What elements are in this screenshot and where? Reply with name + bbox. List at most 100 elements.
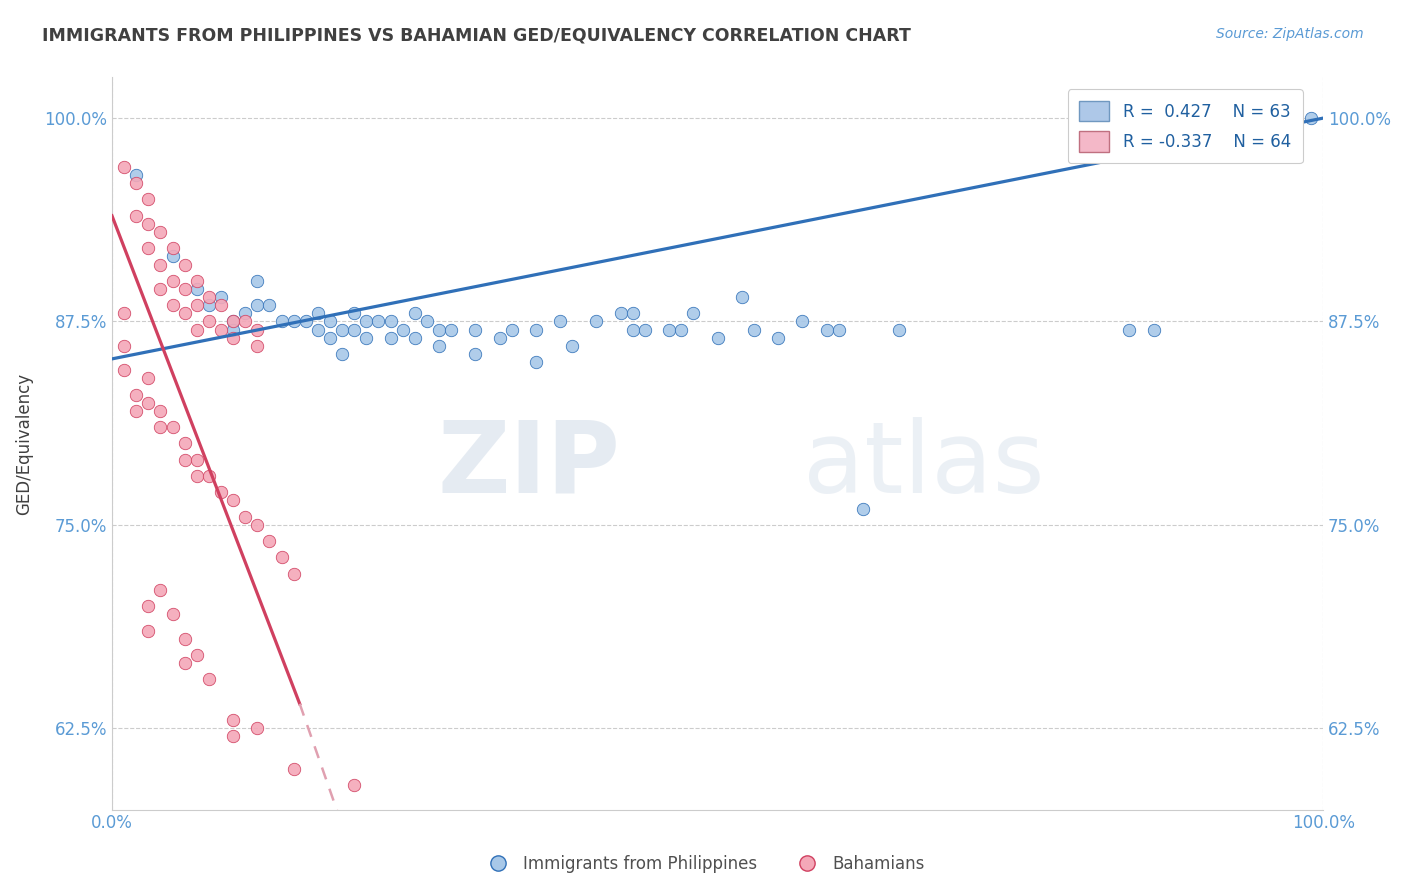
Point xyxy=(233,314,256,328)
Point xyxy=(548,314,571,328)
Point xyxy=(162,298,184,312)
Point xyxy=(270,550,292,565)
Point xyxy=(149,225,172,239)
Point xyxy=(731,290,754,304)
Point xyxy=(524,323,547,337)
Point xyxy=(609,306,631,320)
Point xyxy=(186,648,208,662)
Legend: Immigrants from Philippines, Bahamians: Immigrants from Philippines, Bahamians xyxy=(475,848,931,880)
Point xyxy=(173,306,195,320)
Point xyxy=(125,168,148,182)
Point xyxy=(125,209,148,223)
Point xyxy=(162,607,184,622)
Point xyxy=(149,258,172,272)
Point xyxy=(283,314,305,328)
Point xyxy=(634,323,657,337)
Point xyxy=(186,298,208,312)
Point xyxy=(259,534,281,549)
Point xyxy=(246,517,269,532)
Point xyxy=(136,241,159,255)
Point xyxy=(815,323,838,337)
Point xyxy=(792,314,814,328)
Point xyxy=(209,290,232,304)
Point xyxy=(186,452,208,467)
Point xyxy=(246,298,269,312)
Point xyxy=(209,485,232,500)
Point xyxy=(136,599,159,614)
Point xyxy=(222,493,245,508)
Point xyxy=(198,673,221,687)
Text: Source: ZipAtlas.com: Source: ZipAtlas.com xyxy=(1216,27,1364,41)
Point xyxy=(173,452,195,467)
Point xyxy=(173,632,195,646)
Point xyxy=(682,306,704,320)
Point xyxy=(209,323,232,337)
Point xyxy=(222,323,245,337)
Point xyxy=(427,339,450,353)
Point xyxy=(621,323,644,337)
Point xyxy=(162,420,184,434)
Point xyxy=(112,339,135,353)
Point xyxy=(222,713,245,727)
Y-axis label: GED/Equivalency: GED/Equivalency xyxy=(15,373,32,515)
Point xyxy=(427,323,450,337)
Point xyxy=(162,249,184,263)
Point xyxy=(162,241,184,255)
Point xyxy=(233,509,256,524)
Point xyxy=(283,566,305,581)
Point xyxy=(585,314,607,328)
Point xyxy=(464,347,486,361)
Point xyxy=(136,624,159,638)
Point xyxy=(343,306,366,320)
Point xyxy=(198,298,221,312)
Point xyxy=(173,258,195,272)
Point xyxy=(706,331,728,345)
Point xyxy=(330,347,353,361)
Point xyxy=(222,729,245,743)
Point xyxy=(112,160,135,174)
Point xyxy=(501,323,523,337)
Point xyxy=(222,331,245,345)
Point xyxy=(380,314,402,328)
Point xyxy=(294,314,316,328)
Point xyxy=(307,323,329,337)
Point xyxy=(173,282,195,296)
Point xyxy=(222,314,245,328)
Point xyxy=(125,404,148,418)
Point xyxy=(173,656,195,670)
Point xyxy=(246,323,269,337)
Point xyxy=(270,314,292,328)
Point xyxy=(404,306,426,320)
Point xyxy=(125,176,148,190)
Point xyxy=(136,217,159,231)
Point xyxy=(173,436,195,450)
Point xyxy=(246,274,269,288)
Point xyxy=(658,323,681,337)
Point xyxy=(766,331,789,345)
Point xyxy=(356,314,378,328)
Point xyxy=(621,306,644,320)
Point xyxy=(149,420,172,434)
Point xyxy=(319,331,342,345)
Point xyxy=(330,323,353,337)
Point xyxy=(162,274,184,288)
Legend: R =  0.427    N = 63, R = -0.337    N = 64: R = 0.427 N = 63, R = -0.337 N = 64 xyxy=(1067,89,1303,163)
Point xyxy=(209,298,232,312)
Point xyxy=(198,469,221,483)
Point xyxy=(136,371,159,385)
Point xyxy=(222,314,245,328)
Point xyxy=(1142,323,1164,337)
Point xyxy=(198,314,221,328)
Point xyxy=(186,323,208,337)
Point xyxy=(246,721,269,735)
Point xyxy=(186,282,208,296)
Point xyxy=(149,282,172,296)
Point xyxy=(391,323,413,337)
Point xyxy=(404,331,426,345)
Point xyxy=(112,363,135,377)
Point xyxy=(125,387,148,401)
Point xyxy=(246,339,269,353)
Point xyxy=(319,314,342,328)
Text: IMMIGRANTS FROM PHILIPPINES VS BAHAMIAN GED/EQUIVALENCY CORRELATION CHART: IMMIGRANTS FROM PHILIPPINES VS BAHAMIAN … xyxy=(42,27,911,45)
Point xyxy=(889,323,911,337)
